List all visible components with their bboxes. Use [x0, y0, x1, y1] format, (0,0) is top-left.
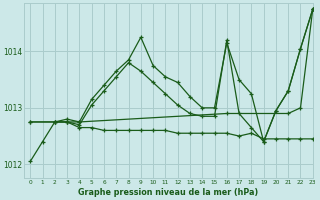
X-axis label: Graphe pression niveau de la mer (hPa): Graphe pression niveau de la mer (hPa) [78, 188, 259, 197]
